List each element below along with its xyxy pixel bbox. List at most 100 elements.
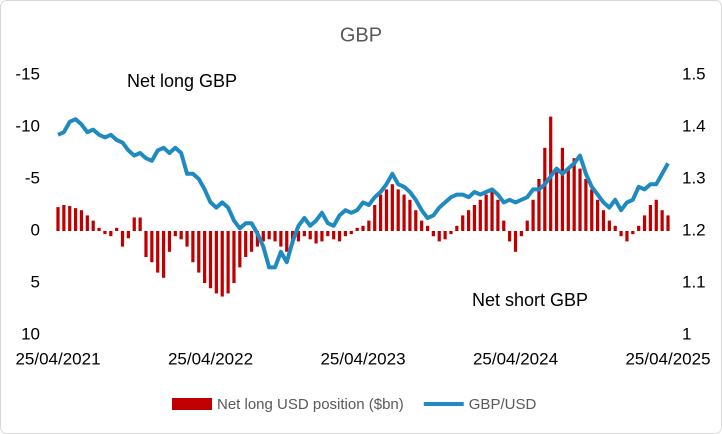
bar	[185, 231, 189, 247]
legend-swatch	[172, 398, 212, 410]
legend-label: Net long USD position ($bn)	[217, 396, 404, 413]
bar	[91, 220, 95, 231]
bar	[191, 231, 195, 263]
y2-tick-label: 1	[682, 324, 691, 343]
y2-tick-label: 1.4	[682, 116, 706, 135]
bar	[302, 231, 306, 237]
bar	[525, 220, 529, 231]
bar	[414, 210, 418, 231]
bar	[203, 231, 207, 283]
bar	[642, 215, 647, 231]
bar	[660, 210, 664, 231]
x-tick-label: 25/04/2024	[473, 349, 558, 368]
y-tick-label: 0	[31, 220, 40, 239]
y-tick-label: 5	[31, 272, 40, 291]
bar	[443, 231, 447, 240]
bar	[367, 220, 371, 231]
bar	[378, 194, 383, 231]
bar	[337, 231, 342, 242]
bar	[578, 168, 582, 231]
bar	[326, 231, 330, 237]
bar	[625, 231, 629, 242]
bar	[103, 231, 107, 235]
bar	[73, 208, 78, 231]
x-tick-label: 25/04/2022	[168, 349, 253, 368]
bar	[332, 231, 336, 240]
bar	[396, 189, 400, 231]
bar	[543, 147, 547, 231]
bar	[156, 231, 160, 273]
y-tick-label: 10	[21, 324, 40, 343]
bar	[461, 215, 465, 231]
bar	[179, 231, 183, 240]
y2-tick-label: 1.3	[682, 168, 706, 187]
bar	[173, 231, 177, 237]
bar	[537, 179, 541, 231]
x-tick-label: 25/04/2021	[15, 349, 100, 368]
bar	[619, 231, 623, 237]
bar	[361, 225, 365, 231]
line	[57, 117, 670, 270]
bar	[208, 231, 213, 289]
x-tick-label: 25/04/2023	[320, 349, 405, 368]
bar	[238, 231, 242, 268]
bar	[654, 199, 658, 231]
y-tick-label: -15	[15, 64, 40, 83]
bar	[637, 225, 641, 231]
bar	[197, 231, 201, 273]
x-tick-label: 25/04/2025	[625, 349, 710, 368]
bar	[478, 199, 482, 231]
annotation: Net short GBP	[472, 290, 588, 310]
bar	[408, 199, 412, 231]
bar	[56, 207, 60, 231]
annotation: Net long GBP	[127, 71, 237, 91]
bar	[285, 231, 289, 252]
bar	[472, 205, 477, 231]
bar	[109, 231, 113, 237]
bar	[273, 231, 277, 242]
bar	[120, 231, 125, 247]
legend-label: GBP/USD	[469, 396, 537, 413]
bar	[572, 158, 576, 231]
bar	[508, 231, 512, 242]
y2-tick-label: 1.5	[682, 64, 706, 83]
bar	[144, 231, 148, 257]
bar	[261, 231, 265, 242]
bar	[249, 231, 254, 252]
bar	[214, 231, 218, 294]
bar	[420, 220, 424, 231]
bar	[437, 231, 441, 242]
bar	[167, 231, 172, 252]
bar	[62, 205, 66, 231]
bar	[267, 231, 271, 240]
bar	[607, 220, 611, 231]
chart-title: GBP	[340, 24, 382, 46]
bar	[226, 231, 230, 294]
bar	[349, 231, 353, 235]
bar	[355, 227, 359, 231]
bar	[79, 210, 84, 231]
bar	[431, 231, 435, 237]
bar	[519, 231, 523, 237]
bar	[85, 215, 89, 231]
bar	[490, 189, 494, 231]
bar	[402, 194, 406, 231]
bar	[150, 231, 154, 263]
bar	[244, 231, 248, 257]
y-tick-label: -10	[15, 116, 40, 135]
bar	[496, 199, 500, 231]
y2-tick-label: 1.1	[682, 272, 706, 291]
bar	[466, 210, 471, 231]
bar	[666, 215, 670, 231]
bar	[232, 231, 236, 283]
bar	[138, 217, 142, 231]
bar	[115, 227, 119, 231]
bar	[531, 199, 535, 231]
y-tick-label: -5	[25, 168, 40, 187]
bar	[132, 217, 136, 231]
bar	[484, 194, 488, 231]
bar	[566, 168, 570, 231]
bar	[613, 225, 617, 231]
bar	[425, 225, 430, 231]
